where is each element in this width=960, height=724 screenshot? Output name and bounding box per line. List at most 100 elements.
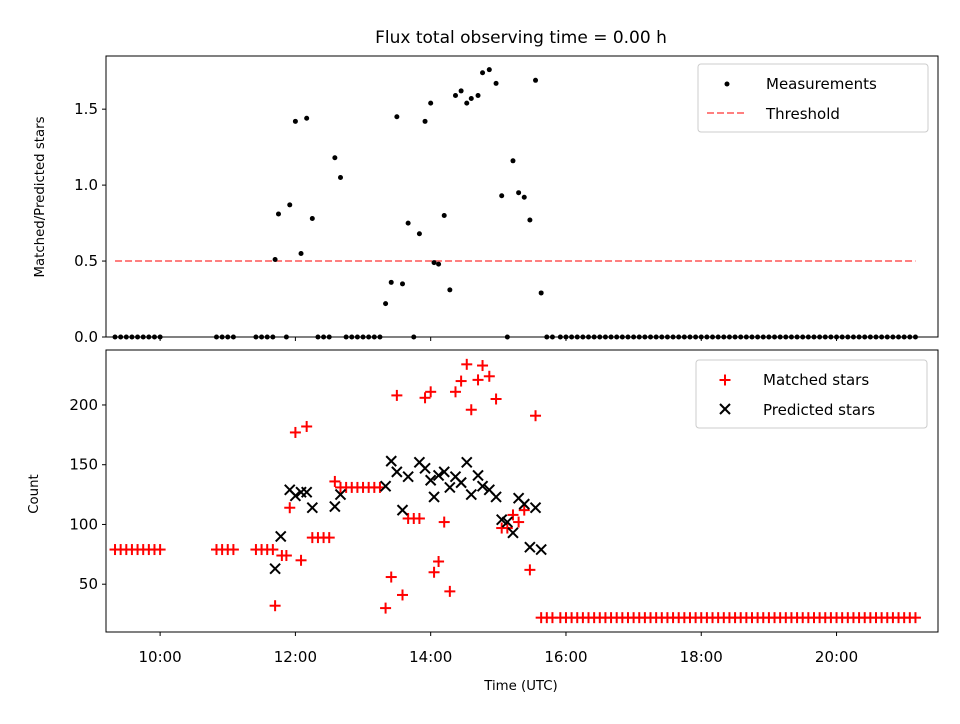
- matched-star-point: [433, 556, 445, 567]
- bottom-x-tick-label: 14:00: [409, 648, 452, 666]
- matched-star-point: [329, 475, 341, 487]
- measurement-point: [516, 190, 522, 196]
- measurement-point: [431, 260, 437, 266]
- predicted-star-point: [424, 474, 437, 486]
- measurement-point: [383, 301, 389, 307]
- measurement-point: [468, 96, 474, 102]
- predicted-star-point: [444, 481, 456, 494]
- top-x-ticks: [159, 337, 838, 341]
- predicted-star-point: [334, 488, 347, 501]
- measurement-point: [458, 88, 464, 94]
- predicted-star-point: [329, 500, 341, 513]
- matched-star-point: [449, 386, 461, 398]
- measurement-point: [388, 279, 394, 285]
- matched-star-point: [483, 370, 495, 382]
- measurement-point: [527, 217, 533, 223]
- matched-star-point: [444, 585, 456, 597]
- matched-star-point: [909, 612, 921, 624]
- matched-star-point: [227, 544, 239, 556]
- matched-star-point: [455, 375, 467, 387]
- measurement-point: [480, 70, 486, 76]
- matched-star-point: [530, 410, 542, 422]
- top-y-ticks: 0.0 0.5 1.0 1.5: [74, 100, 106, 346]
- measurement-point: [499, 193, 505, 199]
- predicted-star-point: [529, 502, 542, 514]
- matched-star-point: [269, 600, 281, 612]
- bottom-legend-box: [695, 359, 928, 429]
- predicted-star-point: [306, 502, 319, 514]
- bottom-x-tick-label: 20:00: [815, 648, 858, 666]
- matched-star-point: [154, 544, 166, 556]
- predicted-star-point: [476, 480, 489, 492]
- predicted-star-point: [490, 491, 502, 503]
- matched-star-point: [507, 509, 519, 521]
- predicted-star-point: [379, 480, 392, 492]
- matched-star-point: [428, 566, 440, 578]
- predicted-star-point: [269, 562, 281, 575]
- top-y-tick-label: 1.0: [74, 176, 98, 194]
- matched-star-point: [461, 358, 473, 370]
- matched-star-point: [438, 516, 450, 528]
- measurement-point: [452, 92, 458, 98]
- measurement-point: [416, 231, 422, 237]
- measurement-point: [486, 67, 492, 73]
- predicted-star-point: [428, 491, 440, 503]
- matched-star-point: [289, 426, 301, 438]
- matched-star-point: [280, 550, 292, 562]
- predicted-star-point: [289, 490, 302, 502]
- measurement-point: [275, 211, 281, 217]
- matched-star-point: [301, 420, 313, 432]
- legend-label-measurements: Measurements: [766, 75, 877, 93]
- predicted-star-point: [472, 469, 484, 482]
- measurement-point: [533, 77, 539, 83]
- top-legend-box: [697, 63, 929, 133]
- matched-star-point: [413, 512, 425, 524]
- predicted-star-point: [432, 469, 445, 482]
- predicted-star-point: [396, 504, 409, 516]
- matched-star-point: [396, 589, 408, 601]
- matched-star-point: [518, 504, 530, 516]
- matched-star-point: [284, 502, 296, 514]
- matched-star-point: [490, 393, 502, 405]
- measurement-point: [337, 175, 343, 181]
- x-axis-label: Time (UTC): [483, 679, 558, 694]
- matched-star-point: [419, 392, 431, 404]
- matched-star-point: [477, 360, 489, 372]
- bottom-plot-marks: [109, 358, 921, 624]
- bottom-y-tick-label: 50: [79, 575, 98, 593]
- bottom-x-tick-label: 12:00: [274, 648, 317, 666]
- bottom-legend: Matched stars Predicted stars: [695, 359, 928, 429]
- matched-star-point: [513, 516, 525, 528]
- matched-star-point: [391, 389, 403, 401]
- legend-marker-measurements: [724, 81, 730, 87]
- measurement-point: [493, 80, 499, 86]
- measurement-point: [405, 220, 411, 226]
- matched-star-point: [385, 571, 397, 583]
- measurement-point: [292, 118, 298, 124]
- predicted-star-point: [300, 486, 313, 498]
- predicted-star-point: [438, 466, 450, 478]
- predicted-star-point: [465, 488, 477, 501]
- bottom-x-tick-label: 18:00: [680, 648, 723, 666]
- bottom-y-tick-label: 150: [69, 456, 98, 474]
- measurement-point: [272, 257, 278, 263]
- measurement-point: [521, 194, 527, 200]
- top-legend: Measurements Threshold: [697, 63, 929, 133]
- measurement-point: [475, 92, 481, 98]
- predicted-star-point: [455, 476, 467, 489]
- matched-star-point: [465, 404, 477, 416]
- top-y-tick-label: 0.5: [74, 252, 98, 270]
- predicted-star-point: [402, 470, 414, 483]
- bottom-y-tick-label: 100: [69, 515, 98, 533]
- top-subplot: Matched/Predicted stars 0.0 0.5 1.0 1.5 Mea…: [33, 55, 939, 346]
- matched-star-point: [425, 386, 437, 398]
- measurement-point: [510, 158, 516, 164]
- predicted-star-point: [419, 462, 431, 475]
- top-y-axis-label: Matched/Predicted stars: [33, 116, 48, 277]
- top-y-tick-label: 0.0: [74, 328, 98, 346]
- bottom-x-tick-label: 16:00: [544, 648, 587, 666]
- bottom-y-tick-label: 200: [69, 396, 98, 414]
- predicted-star-point: [385, 455, 397, 467]
